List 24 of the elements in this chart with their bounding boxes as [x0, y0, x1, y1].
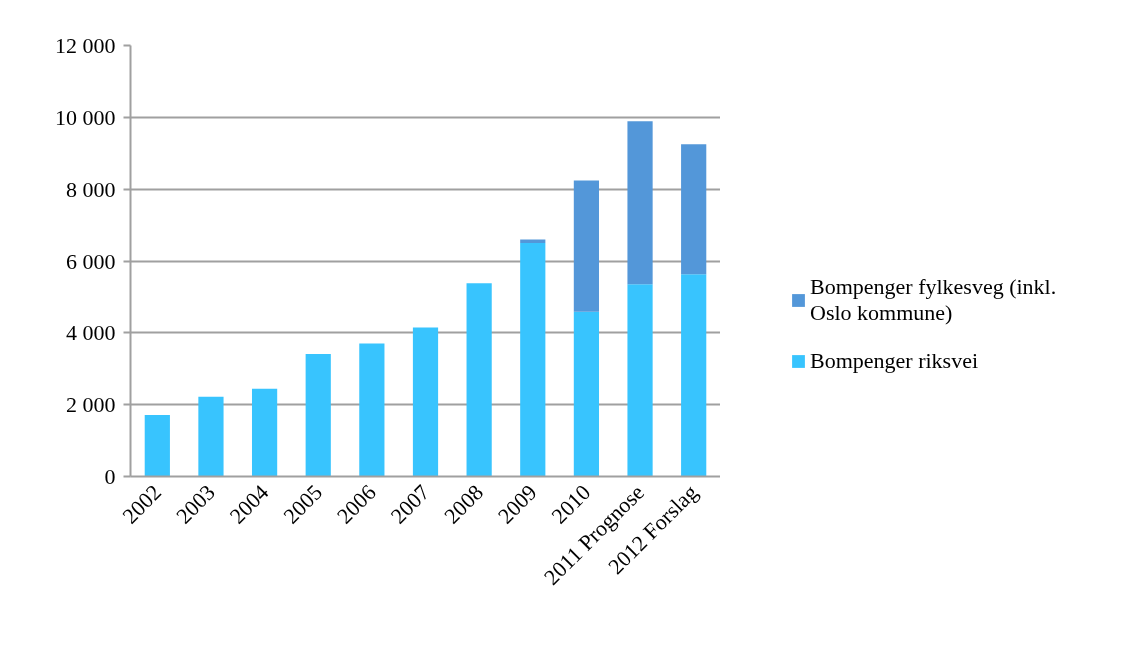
bar — [573, 180, 600, 312]
bar — [305, 354, 331, 477]
bar — [466, 283, 492, 477]
y-tick-label: 10 000 — [55, 104, 116, 130]
bar — [198, 396, 224, 477]
bar — [144, 415, 170, 477]
bar — [627, 121, 653, 285]
bar — [627, 284, 653, 477]
bar — [251, 388, 278, 477]
bar — [681, 144, 707, 275]
bar — [359, 343, 385, 477]
y-tick-label: 4 000 — [66, 320, 116, 346]
legend-label: Bompenger fylkesveg (inkl. Oslo kommune) — [810, 274, 1057, 326]
legend-label: Bompenger riksvei — [810, 348, 979, 374]
y-tick-label: 6 000 — [66, 248, 116, 274]
bar — [412, 327, 439, 477]
y-tick-label: 8 000 — [66, 176, 116, 202]
bar — [681, 274, 707, 477]
y-tick-label: 0 — [104, 464, 116, 489]
bar — [520, 243, 546, 477]
y-tick-label: 12 000 — [55, 33, 116, 58]
bar — [573, 311, 600, 477]
bar — [520, 239, 546, 244]
y-tick-label: 2 000 — [66, 392, 116, 418]
